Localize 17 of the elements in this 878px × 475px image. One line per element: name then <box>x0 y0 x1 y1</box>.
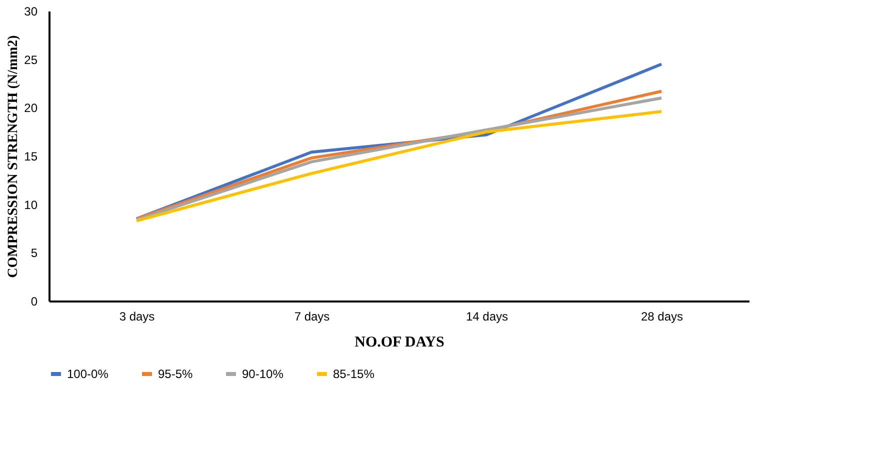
y-tick-label: 15 <box>24 150 38 164</box>
y-tick-label: 5 <box>30 246 38 260</box>
y-tick-label: 10 <box>24 198 38 212</box>
legend-label: 85-15% <box>333 367 375 381</box>
y-tick-label: 30 <box>24 4 38 18</box>
x-axis-title: NO.OF DAYS <box>354 334 444 350</box>
x-tick-label: 3 days <box>119 310 155 324</box>
x-tick-label: 14 days <box>466 310 508 324</box>
x-tick-label: 28 days <box>640 310 684 324</box>
y-tick-label: 20 <box>24 101 38 116</box>
x-tick-label: 7 days <box>294 310 330 324</box>
legend-label: 95-5% <box>158 367 194 381</box>
y-tick-label: 0 <box>30 294 38 308</box>
y-tick-label: 25 <box>24 52 38 67</box>
y-axis-title: COMPRESSION STRENGTH (N/mm2) <box>6 34 22 278</box>
legend-label: 100-0% <box>67 367 109 381</box>
legend-label: 90-10% <box>242 367 284 381</box>
